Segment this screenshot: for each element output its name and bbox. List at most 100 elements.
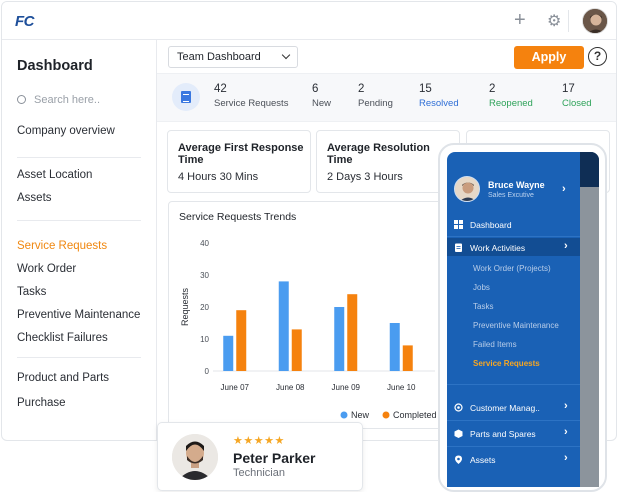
bar-new (334, 307, 345, 371)
mobile-menu-parts-and-spares[interactable]: Parts and Spares (454, 428, 536, 439)
sidebar-item-checklist-failures[interactable]: Checklist Failures (17, 332, 108, 344)
stat-pending[interactable]: 2 Pending (358, 83, 393, 109)
stat-value: 17 (562, 83, 575, 95)
chevron-right-icon[interactable]: › (562, 183, 566, 195)
stats-bar: 42 Service Requests 6 New 2 Pending 15 Resol… (157, 74, 616, 122)
y-tick-label: 30 (200, 271, 209, 280)
card-value: 2 Days 3 Hours (327, 171, 403, 183)
mobile-user-avatar[interactable] (454, 176, 480, 202)
technician-avatar (172, 434, 218, 480)
sidebar-item-purchase[interactable]: Purchase (17, 397, 66, 409)
menu-divider (447, 236, 580, 237)
menu-divider (447, 384, 580, 385)
sidebar-item-assets[interactable]: Assets (17, 192, 52, 204)
mobile-menu-customer-management[interactable]: Customer Manag.. (454, 402, 540, 413)
legend-label: Completed (393, 410, 437, 420)
sidebar-item-company-overview[interactable]: Company overview (17, 125, 115, 137)
rating-stars: ★★★★★ (233, 435, 285, 447)
mobile-submenu-preventive-maintenance[interactable]: Preventive Maintenance (473, 321, 559, 330)
stat-value: 6 (312, 83, 319, 95)
mobile-header-strip (580, 152, 599, 187)
target-icon (454, 403, 463, 412)
search-icon (17, 95, 26, 104)
stat-value: 2 (489, 83, 496, 95)
chevron-down-icon (281, 50, 291, 60)
top-bar: FC + ⚙ (2, 2, 616, 40)
mobile-menu: Bruce Wayne Sales Excutive › Dashboard W… (447, 152, 599, 487)
chevron-right-icon[interactable]: › (564, 452, 568, 464)
search-input[interactable]: Search here.. (17, 94, 100, 106)
stat-resolved[interactable]: 15 Resolved (419, 83, 459, 109)
stat-label: Service Requests (214, 98, 289, 109)
plus-icon[interactable]: + (514, 9, 526, 31)
card-title: Average First Response Time (178, 142, 304, 166)
chart-title: Service Requests Trends (179, 211, 297, 223)
menu-label: Parts and Spares (470, 429, 536, 439)
card-title: Average Resolution Time (327, 142, 430, 166)
y-tick-label: 0 (205, 367, 210, 376)
sidebar-divider (17, 220, 141, 221)
gear-icon[interactable]: ⚙ (547, 13, 562, 30)
bar-completed (347, 294, 358, 371)
bar-chart: 0 10 20 30 40 Requests June 07 June 08 June 09 Ju… (180, 239, 437, 420)
x-tick-label: June 07 (221, 383, 250, 392)
sidebar-item-asset-location[interactable]: Asset Location (17, 169, 93, 181)
chevron-right-icon[interactable]: › (564, 400, 568, 412)
sidebar-item-service-requests[interactable]: Service Requests (17, 240, 108, 252)
bar-completed (236, 310, 247, 371)
sidebar-divider (17, 357, 141, 358)
mobile-map-background (580, 152, 599, 487)
grid-icon (454, 220, 463, 229)
mobile-submenu-work-order[interactable]: Work Order (Projects) (473, 264, 551, 273)
user-avatar[interactable] (582, 8, 608, 34)
mobile-menu-work-activities[interactable]: Work Activities (454, 242, 525, 253)
y-tick-label: 10 (200, 335, 209, 344)
document-icon (172, 83, 200, 111)
mobile-submenu-service-requests[interactable]: Service Requests (473, 359, 540, 368)
sidebar-item-product-and-parts[interactable]: Product and Parts (17, 372, 110, 384)
menu-label: Work Activities (470, 243, 526, 253)
divider (568, 10, 569, 32)
bar-new (278, 281, 289, 371)
y-axis-label: Requests (180, 287, 190, 326)
bar-completed (291, 329, 302, 371)
x-tick-label: June 10 (387, 383, 416, 392)
legend-label: New (351, 410, 370, 420)
sidebar-item-tasks[interactable]: Tasks (17, 286, 47, 298)
mobile-menu-dashboard[interactable]: Dashboard (454, 219, 512, 230)
stat-label: New (312, 98, 332, 109)
menu-label: Dashboard (470, 220, 512, 230)
mobile-submenu-tasks[interactable]: Tasks (473, 302, 494, 311)
y-tick-label: 20 (200, 303, 209, 312)
chevron-right-icon[interactable]: › (564, 240, 568, 252)
bar-new (223, 335, 234, 371)
sidebar-divider (17, 157, 141, 158)
apply-button[interactable]: Apply (514, 46, 584, 69)
technician-name: Peter Parker (233, 450, 316, 466)
menu-label: Assets (470, 455, 496, 465)
stat-label: Resolved (419, 98, 459, 109)
x-tick-label: June 09 (332, 383, 361, 392)
toolbar: Team Dashboard Apply ? (157, 40, 616, 74)
app-logo[interactable]: FC (15, 13, 35, 30)
sidebar-item-preventive-maintenance[interactable]: Preventive Maintenance (17, 309, 141, 321)
stat-service-requests[interactable]: 42 Service Requests (214, 83, 288, 109)
stat-new[interactable]: 6 New (312, 83, 331, 109)
technician-role: Technician (233, 467, 285, 479)
mobile-menu-assets[interactable]: Assets (454, 454, 496, 465)
mobile-submenu-failed-items[interactable]: Failed Items (473, 340, 517, 349)
legend-swatch (382, 411, 390, 419)
technician-card[interactable]: ★★★★★ Peter Parker Technician (157, 422, 363, 491)
sidebar-item-work-order[interactable]: Work Order (17, 263, 77, 275)
help-icon[interactable]: ? (588, 47, 607, 66)
search-placeholder: Search here.. (34, 94, 101, 106)
sidebar-title: Dashboard (17, 58, 93, 74)
stat-reopened[interactable]: 2 Reopened (489, 83, 533, 109)
menu-divider (447, 420, 580, 421)
chevron-right-icon[interactable]: › (564, 426, 568, 438)
dashboard-select[interactable]: Team Dashboard (168, 46, 298, 68)
x-tick-label: June 08 (276, 383, 305, 392)
stat-closed[interactable]: 17 Closed (562, 83, 592, 109)
menu-divider (447, 446, 580, 447)
mobile-submenu-jobs[interactable]: Jobs (473, 283, 490, 292)
